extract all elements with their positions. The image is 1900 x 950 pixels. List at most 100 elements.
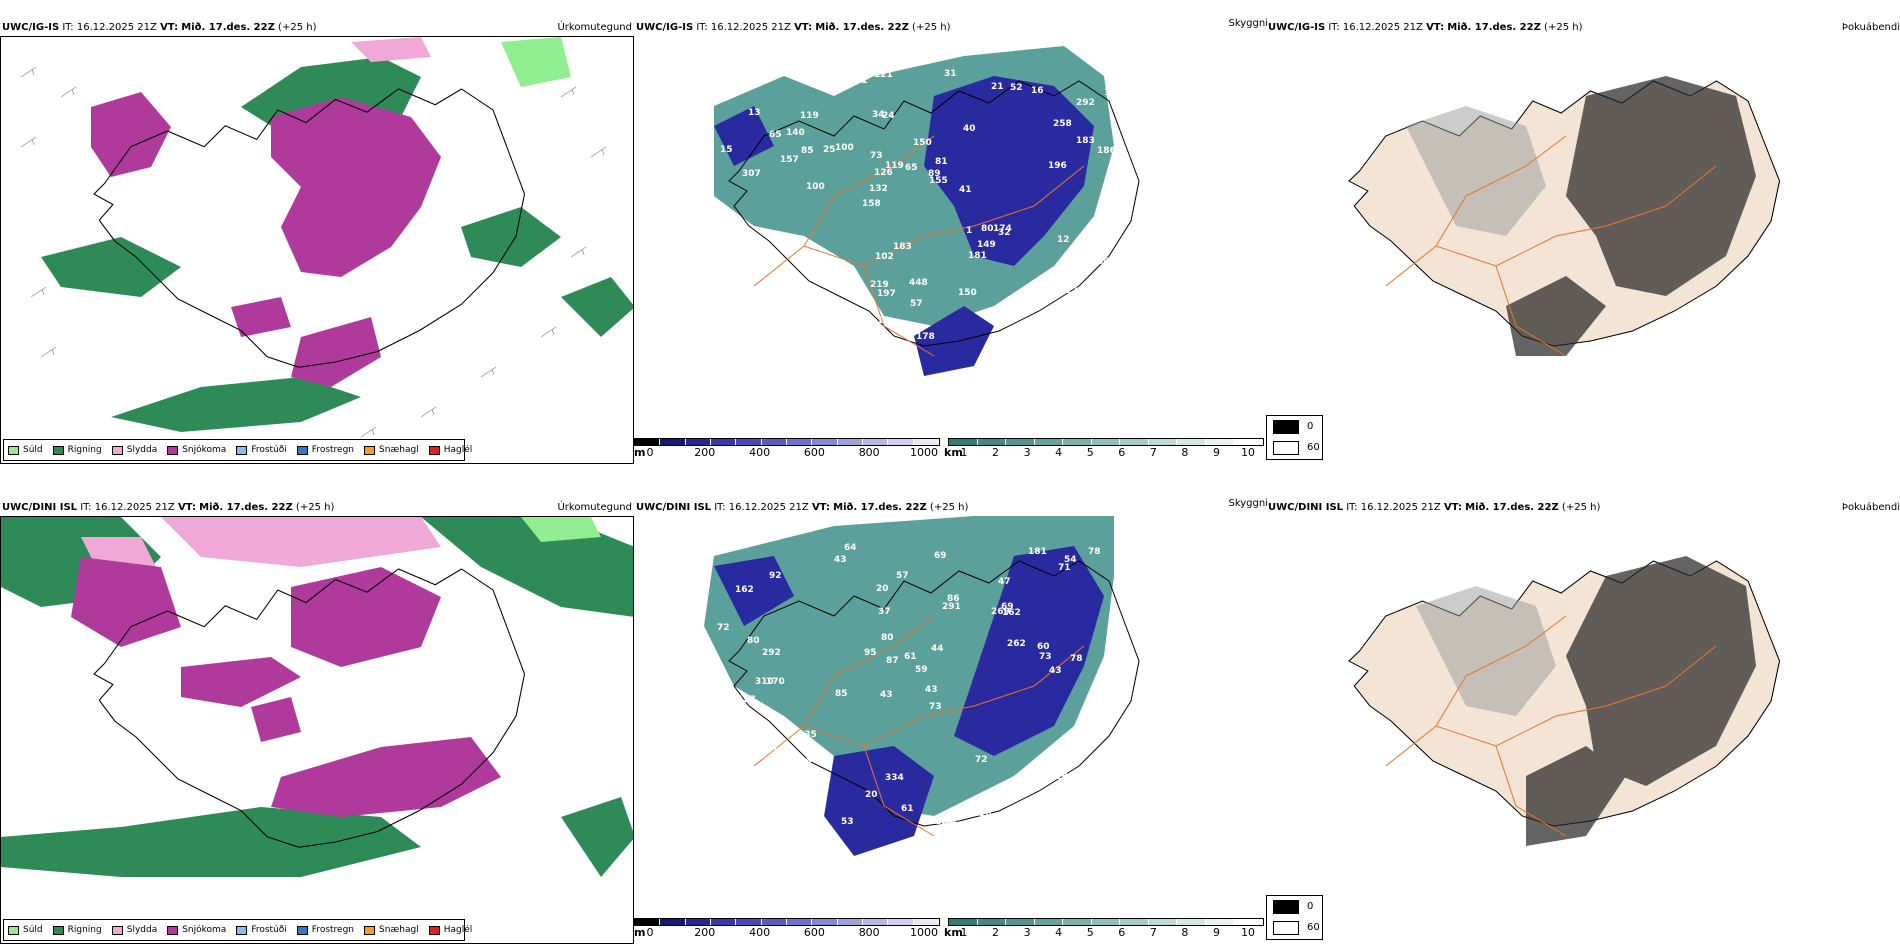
cloud-base-value: 37 <box>878 607 891 617</box>
cloud-base-value: 64 <box>844 543 857 553</box>
colorbar-tick: 800 <box>858 446 880 459</box>
cloud-value-labels: 6447464373170162269127291592443851249133… <box>717 543 1123 827</box>
panel-type-label: Úrkomutegund <box>557 502 632 513</box>
cloud-base-value: 108 <box>726 304 745 314</box>
cloud-base-value: 15 <box>720 145 733 155</box>
cloud-base-value: 87 <box>886 656 899 666</box>
colorbar-tick: 0 <box>646 926 654 939</box>
legend-rain: Rigning <box>52 445 102 455</box>
cloud-base-value: 184 <box>802 260 821 270</box>
precip-map: Súld Rigning Slydda Snjókoma Frostúði Fr… <box>0 516 634 944</box>
legend-snow-pellets: Snæhagl <box>364 445 419 455</box>
height-unit: m <box>634 926 646 939</box>
colorbar-tick: 1 <box>960 926 968 939</box>
colorbar-tick: 8 <box>1181 446 1189 459</box>
road-network <box>1385 615 1717 837</box>
cloud-base-value: 204 <box>1037 316 1056 326</box>
colorbar-cell <box>1034 439 1064 445</box>
colorbar-cell <box>1177 919 1206 925</box>
cloud-base-value: 65 <box>905 163 918 173</box>
panel-title: UWC/IG-IS IT: 16.12.2025 21Z VT: Mið. 17… <box>2 22 316 33</box>
cloud-base-value: 307 <box>755 261 774 271</box>
cloud-base-value: 61 <box>901 804 914 814</box>
sleet-area <box>351 37 431 62</box>
cloud-base-value: 41 <box>959 185 972 195</box>
cloud-base-value: 32 <box>998 228 1011 238</box>
precip-map-graphic <box>1 517 633 943</box>
cloud-base-value: 57 <box>896 571 909 581</box>
cloud-base-value: 78 <box>1088 547 1101 557</box>
cloud-base-value: 181 <box>968 251 987 261</box>
cloud-base-value: 105 <box>721 743 740 753</box>
cloud-base-value: 180 <box>730 322 749 332</box>
cloud-base-value: 80 <box>881 633 894 643</box>
cloud-base-value: 14 <box>877 316 890 326</box>
cloud-base-value: 124 <box>935 817 954 827</box>
cloud-base-value: 174 <box>993 224 1012 234</box>
cloud-base-value: 91 <box>945 816 958 826</box>
colorbar-tick: 8 <box>1181 926 1189 939</box>
cloud-base-value: 170 <box>766 677 785 687</box>
cloud-base-value: 31 <box>944 69 957 79</box>
colorbar-tick: 10 <box>1241 926 1255 939</box>
cloud-base-value: 11 <box>855 76 868 86</box>
colorbar-tick: 3 <box>1023 926 1031 939</box>
colorbar-cell <box>812 439 838 445</box>
panel-type-label: Þokuábendi <box>1841 22 1900 33</box>
colorbar-cell <box>710 919 737 925</box>
cloud-base-value: 20 <box>876 584 889 594</box>
colorbar-cell <box>913 439 939 445</box>
colorbar-tick: 1 <box>960 446 968 459</box>
fog-legend-min: 0 <box>1267 416 1322 437</box>
panel-type-label: Skyggni <box>1228 498 1268 509</box>
road-network <box>753 135 1085 357</box>
colorbar-cell <box>710 439 737 445</box>
colorbar-cell <box>977 919 1007 925</box>
cloud-base-value: 129 <box>725 292 744 302</box>
cloud-base-value: 102 <box>875 252 894 262</box>
colorbar-cell <box>1034 919 1064 925</box>
cloud-base-value: 71 <box>1058 563 1071 573</box>
colorbar-cell <box>635 919 661 925</box>
fog-shading-light <box>1406 106 1546 236</box>
precip-legend: Súld Rigning Slydda Snjókoma Frostúði Fr… <box>3 919 472 941</box>
cloud-base-value: 186 <box>1097 146 1116 156</box>
visibility-unit: km <box>944 926 963 939</box>
lead-time: (+25 h) <box>278 22 317 33</box>
cloud-value-labels: 1293072921584053341503071001082382481321… <box>720 60 1126 345</box>
cloud-base-value: 248 <box>761 335 780 345</box>
cloud-base-value: 127 <box>737 695 756 705</box>
cloud-base-value: 98 <box>801 313 814 323</box>
cloud-base-value: 59 <box>1106 213 1119 223</box>
cloud-base-value: 20 <box>865 790 878 800</box>
valid-time: Mið. 17.des. 22Z <box>181 22 275 33</box>
drizzle-area <box>521 517 601 542</box>
cloud-base-value: 80 <box>1097 257 1110 267</box>
cloud-base-value: 12 <box>1108 653 1121 663</box>
colorbar-tick: 0 <box>646 446 654 459</box>
cloud-base-value: 77 <box>1042 776 1055 786</box>
colorbar-cell <box>736 439 762 445</box>
cloud-base-value: 24 <box>882 111 895 121</box>
colorbar-tick: 6 <box>1118 446 1126 459</box>
cloud-base-value: 86 <box>947 594 960 604</box>
panel-type-label: Skyggni <box>1228 18 1268 29</box>
colorbar-tick: 5 <box>1086 926 1094 939</box>
cloud-base-value: 140 <box>786 128 805 138</box>
cloud-base-value: 292 <box>1076 98 1095 108</box>
cloud-base-value: 196 <box>1048 161 1067 171</box>
cloud-base-value: 88 <box>1110 742 1123 752</box>
fog-panel-row1: UWC/IG-IS IT: 16.12.2025 21Z VT: Mið. 17… <box>1266 12 1900 464</box>
colorbar-tick: 4 <box>1055 926 1063 939</box>
cloud-base-value: 40 <box>963 124 976 134</box>
drizzle-area <box>501 37 571 87</box>
colorbar-cell <box>1205 439 1235 445</box>
cloud-base-value: 150 <box>913 138 932 148</box>
cloud-base-value: 44 <box>931 644 944 654</box>
colorbar-cell <box>862 439 889 445</box>
colorbar-tick: 10 <box>1241 446 1255 459</box>
cloud-base-value: 148 <box>1049 785 1068 795</box>
colorbar-tick: 2 <box>992 446 1000 459</box>
cloud-base-value: 262 <box>1007 639 1026 649</box>
cloud-base-value: 69 <box>1001 602 1014 612</box>
